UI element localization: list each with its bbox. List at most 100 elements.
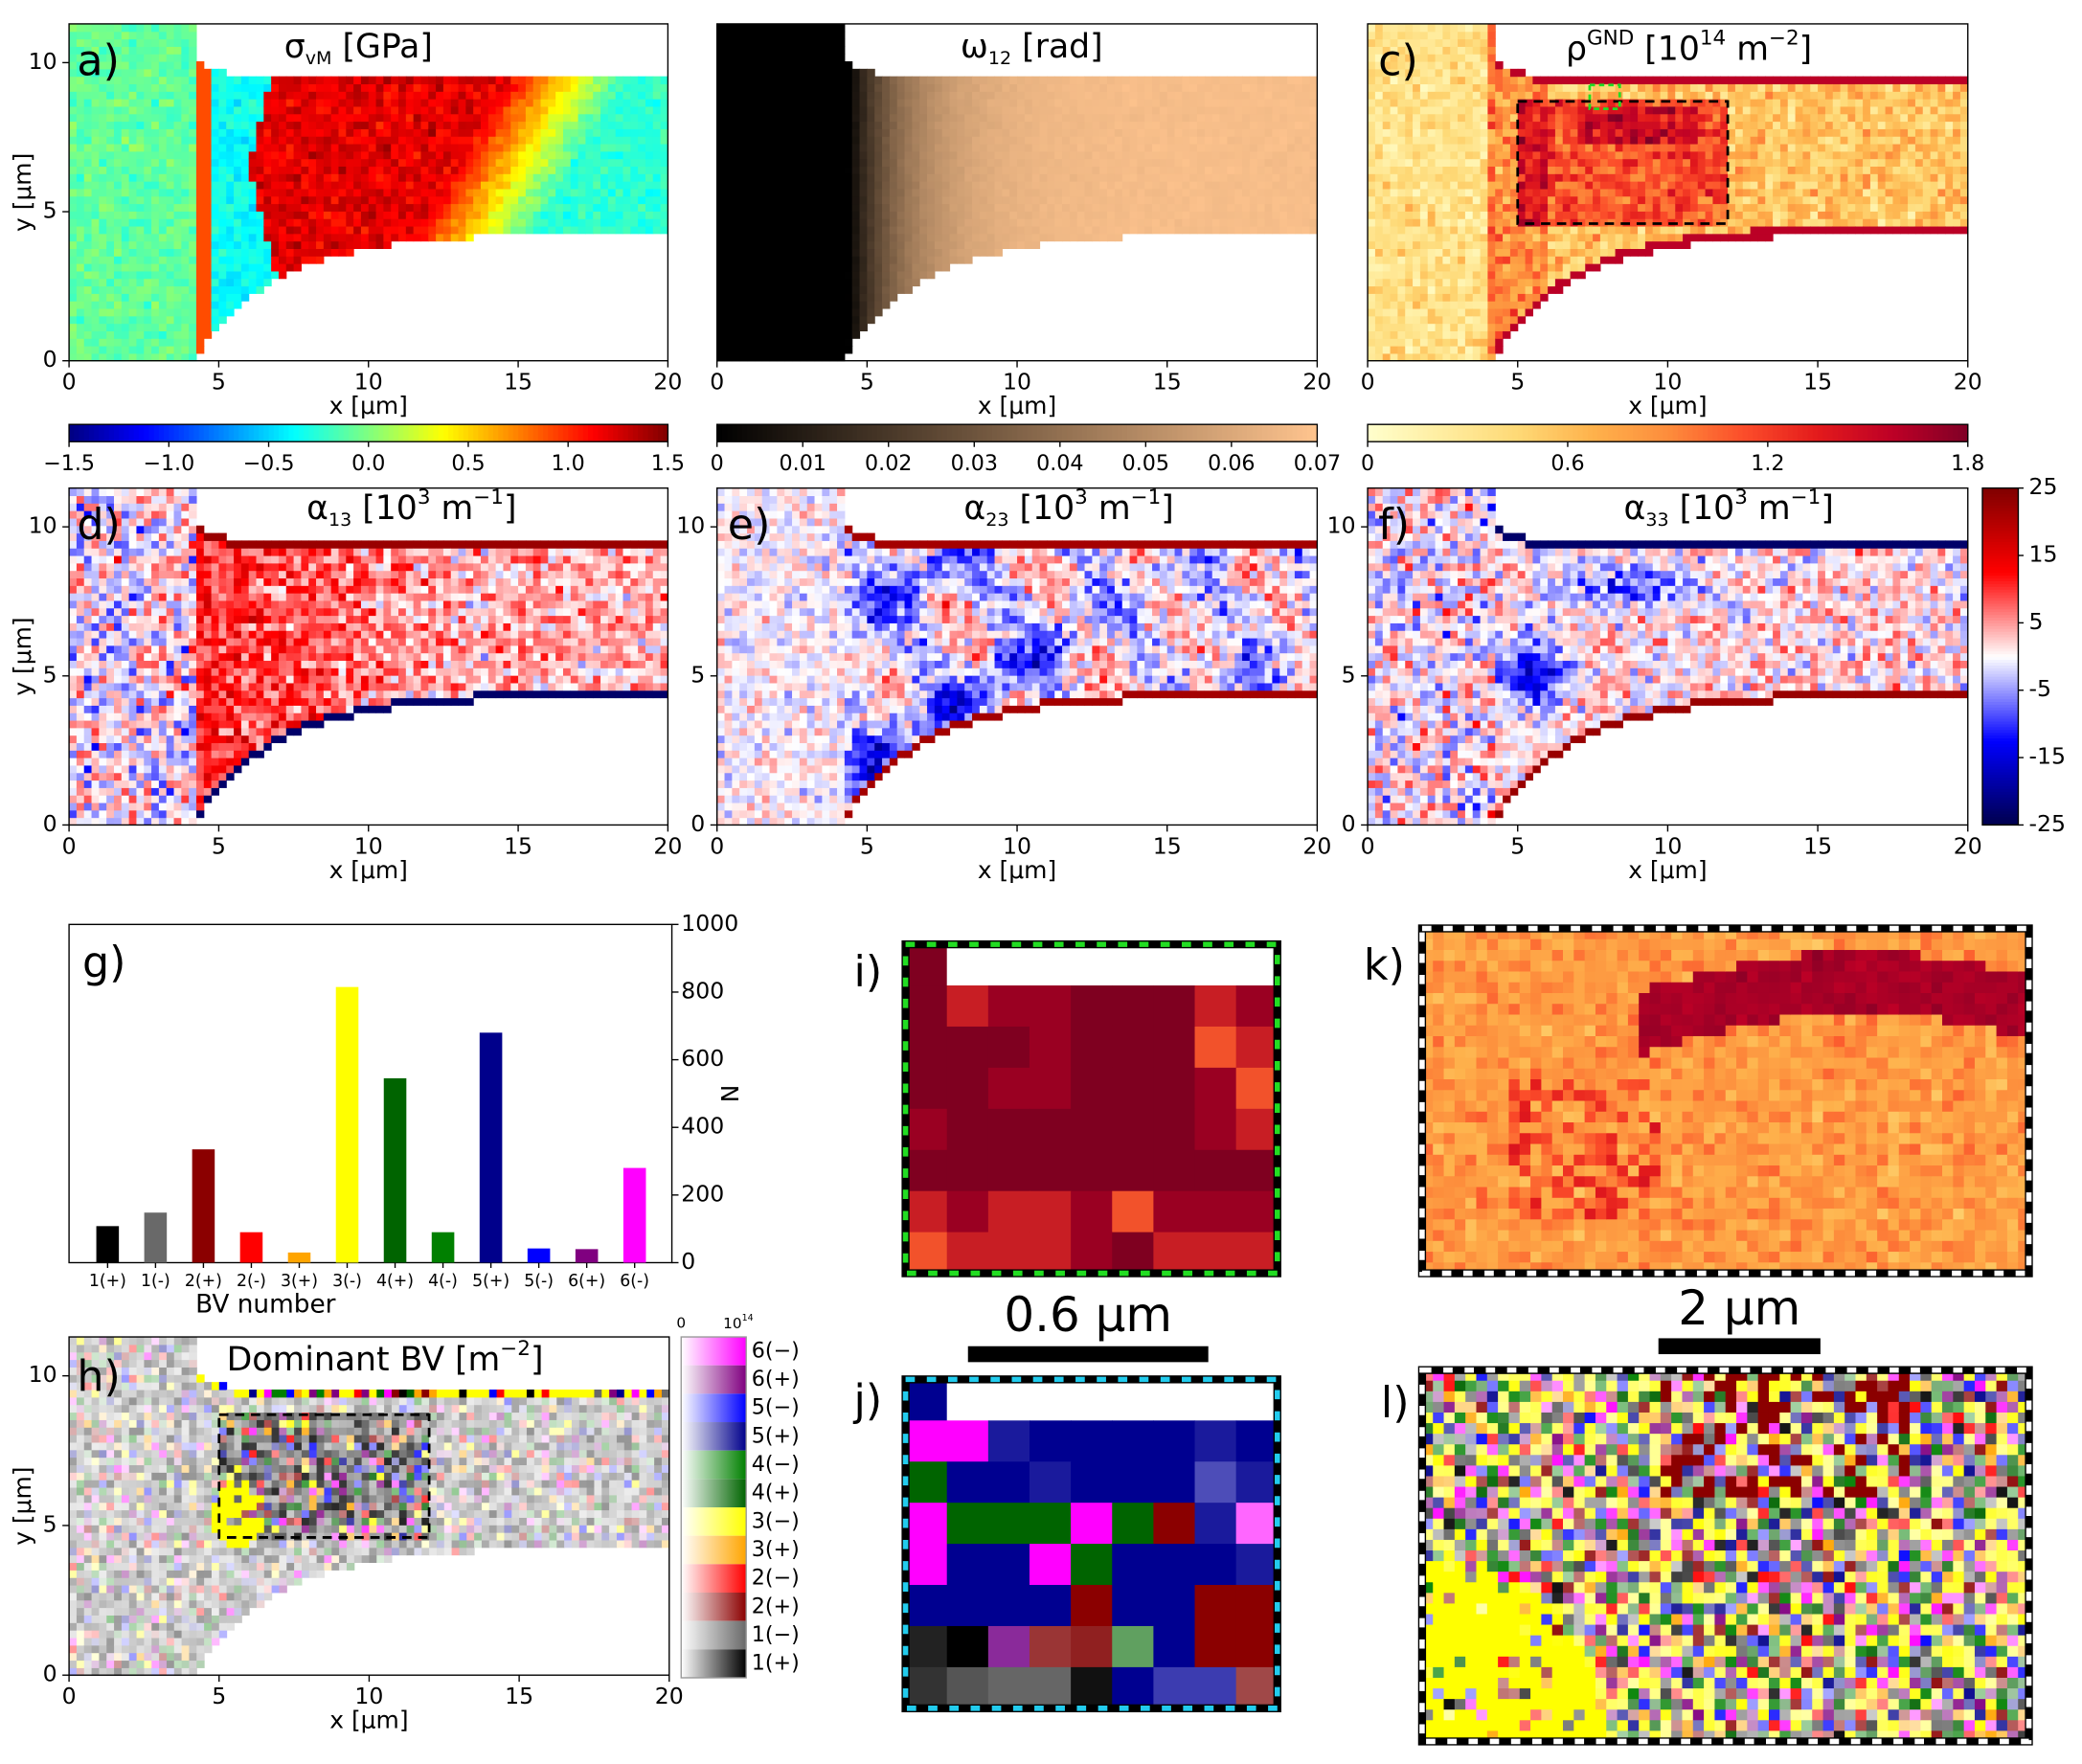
heatmap-cell: [585, 195, 594, 205]
heatmap-cell: [1174, 211, 1183, 219]
heatmap-cell: [747, 211, 756, 219]
heatmap-cell: [593, 188, 601, 197]
heatmap-cell: [555, 218, 564, 227]
heatmap-cell: [1382, 83, 1392, 92]
heatmap-cell: [904, 83, 913, 92]
heatmap-cell: [652, 150, 662, 160]
heatmap-cell: [724, 263, 733, 272]
heatmap-cell: [346, 211, 354, 219]
heatmap-cell: [473, 83, 482, 92]
heatmap-cell: [792, 293, 801, 302]
heatmap-cell: [972, 76, 981, 85]
heatmap-cell: [964, 144, 973, 152]
heatmap-cell: [383, 233, 392, 242]
heatmap-cell: [724, 31, 733, 40]
colorbar-step: [1297, 424, 1303, 442]
heatmap-cell: [814, 136, 823, 145]
heatmap-cell: [113, 54, 123, 62]
heatmap-cell: [761, 121, 771, 129]
heatmap-cell: [1121, 181, 1131, 190]
heatmap-cell: [799, 256, 808, 264]
heatmap-cell: [1382, 263, 1392, 272]
heatmap-cell: [732, 218, 740, 227]
heatmap-cell: [822, 225, 830, 235]
heatmap-cell: [837, 38, 846, 47]
heatmap-cell: [593, 144, 601, 152]
heatmap-cell: [1382, 218, 1392, 227]
heatmap-cell: [777, 293, 785, 302]
heatmap-cell: [1076, 144, 1086, 152]
heatmap-cell: [777, 99, 785, 107]
heatmap-cell: [503, 225, 511, 235]
heatmap-cell: [889, 285, 898, 294]
heatmap-cell: [577, 76, 586, 85]
heatmap-cell: [638, 225, 646, 235]
heatmap-cell: [301, 99, 309, 107]
heatmap-cell: [76, 68, 85, 78]
heatmap-cell: [383, 173, 392, 182]
heatmap-cell: [420, 166, 429, 174]
heatmap-cell: [76, 285, 85, 294]
heatmap-cell: [986, 173, 996, 182]
heatmap-cell: [716, 293, 726, 302]
heatmap-cell: [889, 76, 898, 85]
heatmap-cell: [450, 121, 460, 129]
heatmap-cell: [136, 38, 145, 47]
heatmap-cell: [405, 181, 415, 190]
heatmap-cell: [353, 136, 362, 145]
heatmap-cell: [660, 203, 668, 212]
heatmap-cell: [652, 203, 662, 212]
heatmap-cell: [195, 323, 205, 331]
heatmap-cell: [398, 113, 407, 123]
heatmap-cell: [240, 218, 250, 227]
heatmap-cell: [1219, 181, 1228, 190]
colorbar-step: [786, 424, 793, 442]
heatmap-cell: [1174, 188, 1183, 197]
heatmap-cell: [495, 144, 504, 152]
heatmap-cell: [949, 99, 958, 107]
heatmap-cell: [1009, 188, 1018, 197]
heatmap-cell: [754, 46, 763, 55]
heatmap-cell: [1309, 91, 1318, 100]
heatmap-cell: [136, 346, 145, 354]
heatmap-cell: [761, 330, 771, 339]
heatmap-cell: [1174, 83, 1183, 92]
heatmap-cell: [256, 285, 264, 294]
heatmap-cell: [144, 315, 152, 325]
heatmap-cell: [1211, 121, 1221, 129]
heatmap-cell: [473, 150, 482, 160]
heatmap-cell: [859, 233, 868, 242]
heatmap-cell: [181, 144, 190, 152]
heatmap-cell: [979, 121, 988, 129]
heatmap-cell: [308, 203, 317, 212]
heatmap-cell: [1174, 113, 1183, 123]
colorbar-step: [647, 424, 654, 442]
heatmap-cell: [934, 105, 943, 115]
heatmap-cell: [99, 211, 107, 219]
heatmap-cell: [1279, 166, 1288, 174]
heatmap-cell: [570, 158, 579, 168]
heatmap-cell: [473, 144, 482, 152]
heatmap-cell: [799, 113, 808, 123]
colorbar-step: [148, 424, 155, 442]
colorbar-step: [94, 424, 100, 442]
heatmap-cell: [76, 99, 85, 107]
heatmap-cell: [777, 61, 785, 70]
heatmap-cell: [829, 128, 838, 137]
heatmap-cell: [1368, 181, 1376, 190]
heatmap-cell: [851, 158, 861, 168]
heatmap-cell: [1242, 211, 1251, 219]
heatmap-cell: [1294, 99, 1303, 107]
heatmap-cell: [158, 136, 168, 145]
heatmap-cell: [1382, 46, 1392, 55]
heatmap-cell: [301, 181, 309, 190]
heatmap-cell: [912, 240, 920, 250]
heatmap-cell: [555, 188, 564, 197]
heatmap-cell: [957, 181, 965, 190]
colorbar-step: [997, 424, 1003, 442]
heatmap-cell: [293, 76, 302, 85]
heatmap-cell: [769, 315, 778, 325]
heatmap-cell: [739, 181, 748, 190]
colorbar-step: [573, 424, 579, 442]
heatmap-cell: [144, 248, 152, 257]
